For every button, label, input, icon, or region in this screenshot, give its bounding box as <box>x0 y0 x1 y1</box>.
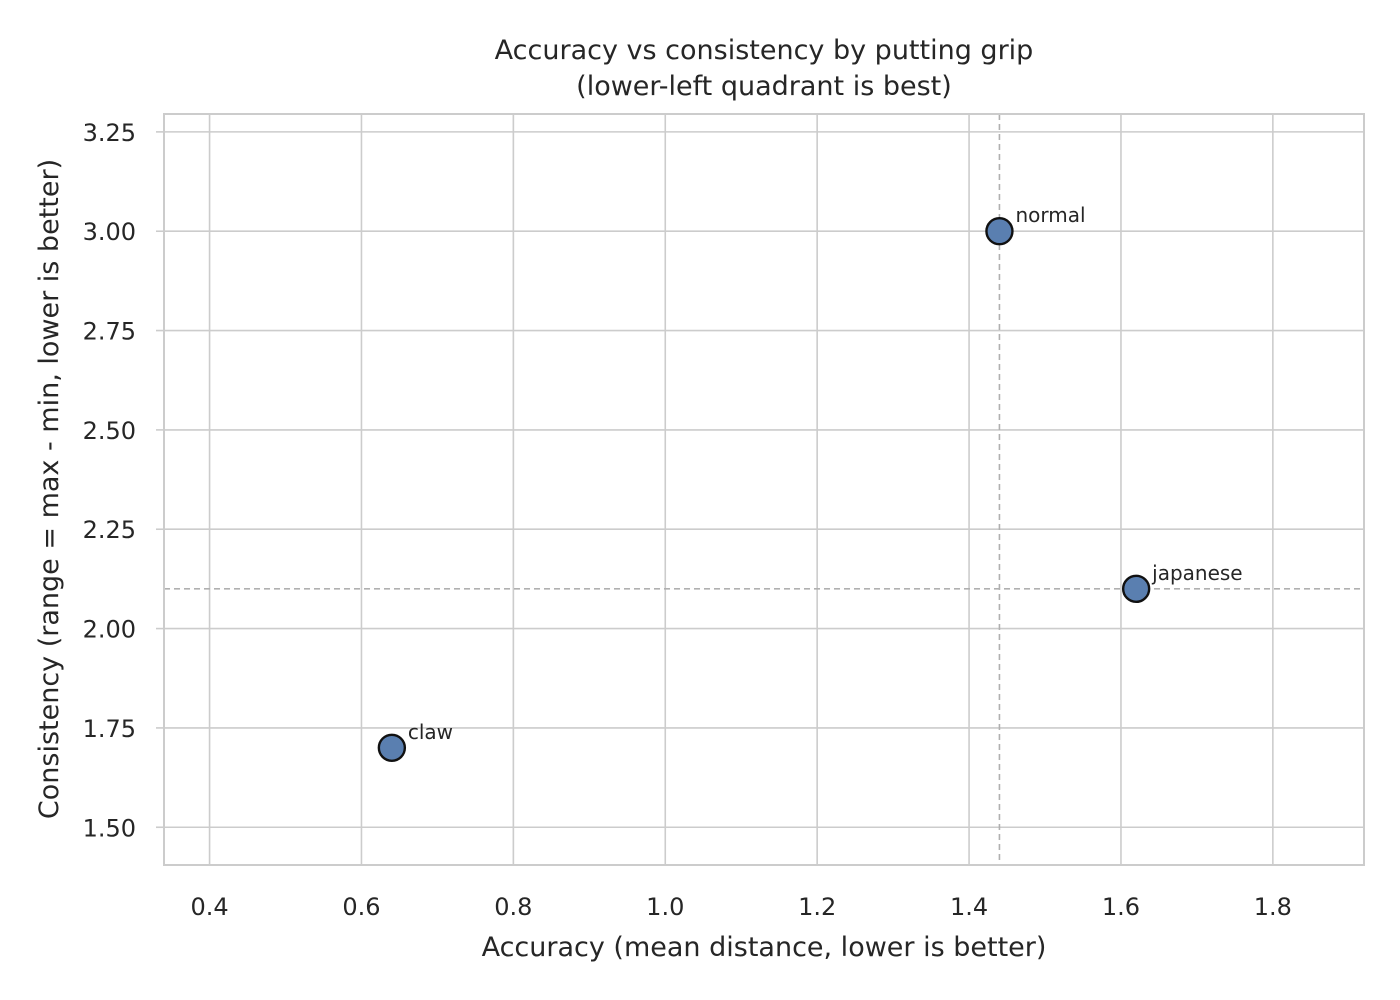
x-tick-label: 0.8 <box>494 893 532 921</box>
data-points: claw normal japanese <box>377 203 1243 762</box>
reference-lines <box>164 114 1364 865</box>
y-tick-label: 3.25 <box>83 119 136 147</box>
x-tick-label: 1.8 <box>1254 893 1292 921</box>
y-axis-label: Consistency (range = max - min, lower is… <box>34 159 65 819</box>
plot-frame <box>163 113 1365 866</box>
y-tick-label: 2.50 <box>83 417 136 445</box>
data-point-japanese <box>1121 574 1151 604</box>
point-label-japanese: japanese <box>1151 561 1242 585</box>
y-tick-label: 2.25 <box>83 516 136 544</box>
x-tick-label: 0.4 <box>190 893 228 921</box>
data-point-claw <box>377 733 407 762</box>
chart-subtitle: (lower-left quadrant is best) <box>576 71 952 102</box>
y-tick-label: 1.75 <box>83 715 136 743</box>
x-axis-label: Accuracy (mean distance, lower is better… <box>482 932 1047 963</box>
data-point-normal <box>985 217 1014 246</box>
grid <box>164 114 1364 865</box>
point-label-normal: normal <box>1015 203 1085 227</box>
axis-ticks: 0.4 0.6 0.8 1.0 1.2 1.4 1.6 1.8 1.50 1.75 2.00 2.25… <box>83 119 1292 921</box>
x-tick-label: 1.2 <box>798 893 836 921</box>
y-tick-label: 3.00 <box>83 218 136 246</box>
y-tick-label: 2.75 <box>83 318 136 346</box>
point-label-claw: claw <box>408 720 453 744</box>
chart-title: Accuracy vs consistency by putting grip <box>495 35 1034 66</box>
x-tick-label: 0.6 <box>342 893 380 921</box>
y-tick-label: 2.00 <box>83 616 136 644</box>
x-tick-label: 1.0 <box>646 893 684 921</box>
y-tick-label: 1.50 <box>83 814 136 842</box>
x-tick-label: 1.4 <box>950 893 988 921</box>
x-tick-label: 1.6 <box>1102 893 1140 921</box>
